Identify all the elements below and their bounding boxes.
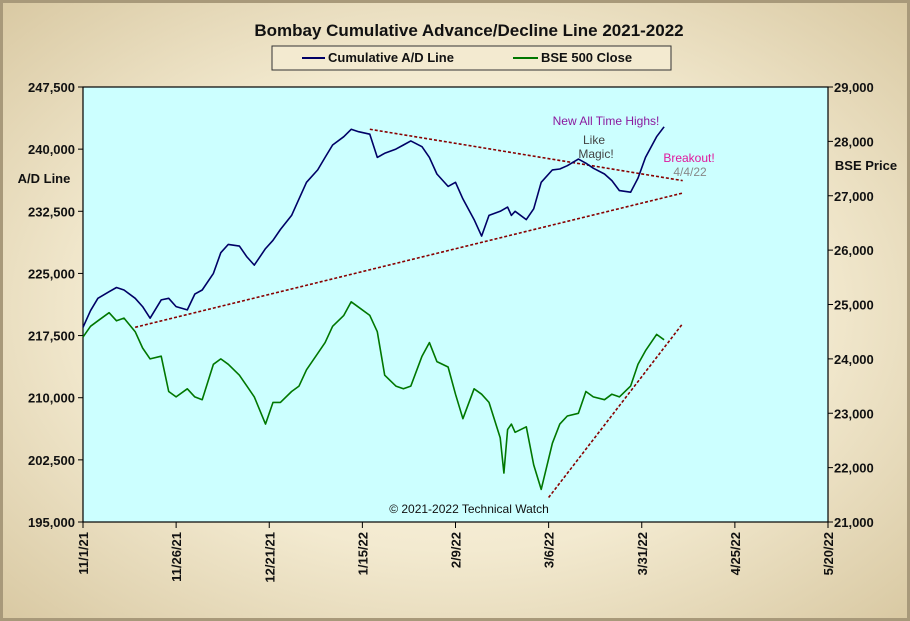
y-tick-label-right: 22,000: [834, 461, 874, 476]
y-tick-label-right: 29,000: [834, 80, 874, 95]
y-tick-label-left: 195,000: [28, 515, 75, 530]
y-tick-label-left: 202,500: [28, 453, 75, 468]
annotation-date: 4/4/22: [673, 165, 707, 179]
x-tick-label: 12/21/21: [262, 532, 277, 583]
x-tick-label: 2/9/22: [449, 532, 464, 568]
y-tick-label-left: 210,000: [28, 391, 75, 406]
trend-line: [134, 192, 683, 329]
axes: 247,500 240,000 232,500 225,000 217,500 210,0…: [28, 80, 874, 583]
annotation-like: Like: [583, 133, 605, 147]
legend: Cumulative A/D Line BSE 500 Close: [271, 45, 672, 71]
y-tick-label-right: 27,000: [834, 189, 874, 204]
y-tick-label-right: 26,000: [834, 243, 874, 258]
x-tick-label: 1/15/22: [355, 532, 370, 575]
trend-line: [369, 128, 683, 182]
x-tick-label: 3/6/22: [542, 532, 557, 568]
y-tick-label-right: 21,000: [834, 515, 874, 530]
annotation-magic: Magic!: [578, 147, 613, 161]
series-lines: [82, 126, 665, 491]
annotations: New All Time Highs! Like Magic! Breakout…: [389, 114, 714, 516]
x-tick-label: 3/31/22: [635, 532, 650, 575]
y-axis-label-right: BSE Price: [835, 158, 897, 173]
y-tick-label-left: 225,000: [28, 266, 75, 281]
plot-area: [82, 86, 829, 523]
annotation-new-highs: New All Time Highs!: [553, 114, 660, 128]
ad-line-series: [82, 126, 665, 328]
chart-title: Bombay Cumulative Advance/Decline Line 2…: [254, 21, 683, 40]
y-tick-label-right: 28,000: [834, 134, 874, 149]
bse-close-series: [82, 300, 665, 491]
trendlines: [134, 128, 684, 499]
y-tick-label-left: 232,500: [28, 204, 75, 219]
y-tick-label-right: 23,000: [834, 406, 874, 421]
copyright-text: © 2021-2022 Technical Watch: [389, 502, 549, 516]
annotation-breakout: Breakout!: [663, 151, 714, 165]
y-tick-label-right: 24,000: [834, 352, 874, 367]
x-tick-label: 11/1/21: [76, 532, 91, 575]
trend-line: [547, 323, 684, 499]
y-tick-label-left: 217,500: [28, 329, 75, 344]
x-tick-label: 4/25/22: [728, 532, 743, 575]
legend-label-bse: BSE 500 Close: [541, 50, 632, 65]
y-axis-label-left: A/D Line: [18, 171, 71, 186]
y-tick-label-left: 240,000: [28, 142, 75, 157]
x-tick-label: 11/26/21: [169, 532, 184, 582]
y-tick-label-left: 247,500: [28, 80, 75, 95]
legend-label-ad: Cumulative A/D Line: [328, 50, 454, 65]
y-tick-label-right: 25,000: [834, 298, 874, 313]
x-tick-label: 5/20/22: [821, 532, 836, 575]
